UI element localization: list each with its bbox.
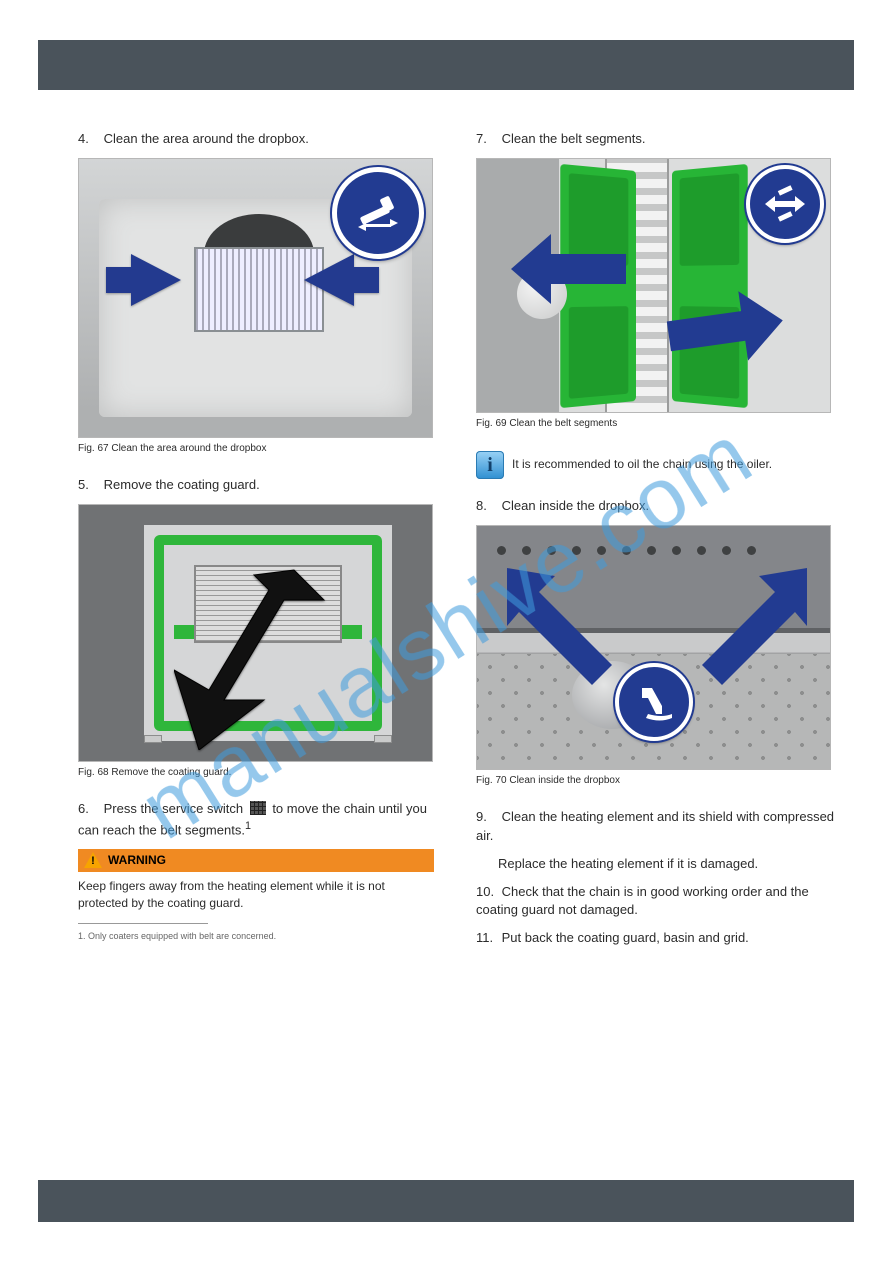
fig68-pin-right	[374, 735, 392, 743]
warning-label: WARNING	[108, 852, 166, 869]
info-note-text: It is recommended to oil the chain using…	[512, 451, 772, 473]
step-11: 11. Put back the coating guard, basin an…	[476, 929, 836, 947]
step-11-text: Put back the coating guard, basin and gr…	[502, 930, 749, 945]
fig67-arrow-right	[304, 254, 354, 306]
left-column: 4. Clean the area around the dropbox. Fi…	[78, 130, 438, 943]
step-8: 8. Clean inside the dropbox.	[476, 497, 836, 515]
figure-67-caption: Fig. 67 Clean the area around the dropbo…	[78, 442, 438, 456]
step-11-num: 11.	[476, 929, 498, 947]
footer-bar	[38, 1180, 854, 1222]
clean-directions-icon	[746, 165, 824, 243]
warning-text: Keep fingers away from the heating eleme…	[78, 878, 438, 912]
step-9: 9. Clean the heating element and its shi…	[476, 808, 836, 844]
header-bar	[38, 40, 854, 90]
step-6-num: 6.	[78, 800, 100, 818]
step-5-num: 5.	[78, 476, 100, 494]
figure-68-caption: Fig. 68 Remove the coating guard.	[78, 766, 438, 780]
figure-70-caption: Fig. 70 Clean inside the dropbox	[476, 774, 836, 788]
step-6-text-pre: Press the service switch	[104, 801, 243, 816]
warning-triangle-icon	[84, 852, 102, 868]
clean-tool-icon	[332, 167, 424, 259]
step-4: 4. Clean the area around the dropbox.	[78, 130, 438, 148]
vacuum-clean-icon	[615, 663, 693, 741]
figure-69-caption: Fig. 69 Clean the belt segments	[476, 417, 836, 431]
step-9-num: 9.	[476, 808, 498, 826]
step-9b: Replace the heating element if it is dam…	[498, 855, 836, 873]
info-note: It is recommended to oil the chain using…	[476, 451, 836, 479]
figure-70	[476, 525, 831, 770]
fig70-arrow-up-left	[507, 568, 632, 693]
fig68-remove-arrow	[174, 560, 339, 755]
step-8-text: Clean inside the dropbox.	[502, 498, 649, 513]
step-7-num: 7.	[476, 130, 498, 148]
step-6: 6. Press the service switch to move the …	[78, 800, 438, 839]
step-5: 5. Remove the coating guard.	[78, 476, 438, 494]
fig69-arrow-out-left	[511, 229, 631, 329]
step-7: 7. Clean the belt segments.	[476, 130, 836, 148]
right-column: 7. Clean the belt segments.	[476, 130, 836, 958]
info-icon	[476, 451, 504, 479]
step-10-num: 10.	[476, 883, 498, 901]
warning-strip: WARNING	[78, 849, 434, 872]
step-9-text-a: Clean the heating element and its shield…	[476, 809, 834, 842]
figure-68	[78, 504, 433, 762]
fig69-arrow-out-right	[656, 261, 789, 377]
step-7-text: Clean the belt segments.	[502, 131, 646, 146]
figure-69	[476, 158, 831, 413]
fig67-arrow-left	[131, 254, 181, 306]
step-5-text: Remove the coating guard.	[104, 477, 260, 492]
step-8-num: 8.	[476, 497, 498, 515]
fig70-arrow-up-right	[682, 568, 807, 693]
step-4-text: Clean the area around the dropbox.	[104, 131, 309, 146]
footnote-1-num: 1.	[78, 931, 86, 941]
footnote-1: 1. Only coaters equipped with belt are c…	[78, 930, 438, 943]
figure-67	[78, 158, 433, 438]
footnote-1-text: Only coaters equipped with belt are conc…	[88, 931, 276, 941]
fig68-pin-left	[144, 735, 162, 743]
step-10: 10. Check that the chain is in good work…	[476, 883, 836, 919]
footnote-separator	[78, 923, 208, 924]
footnote-ref: 1	[245, 820, 251, 832]
service-switch-icon	[250, 801, 266, 815]
step-10-text: Check that the chain is in good working …	[476, 884, 809, 917]
step-4-num: 4.	[78, 130, 100, 148]
